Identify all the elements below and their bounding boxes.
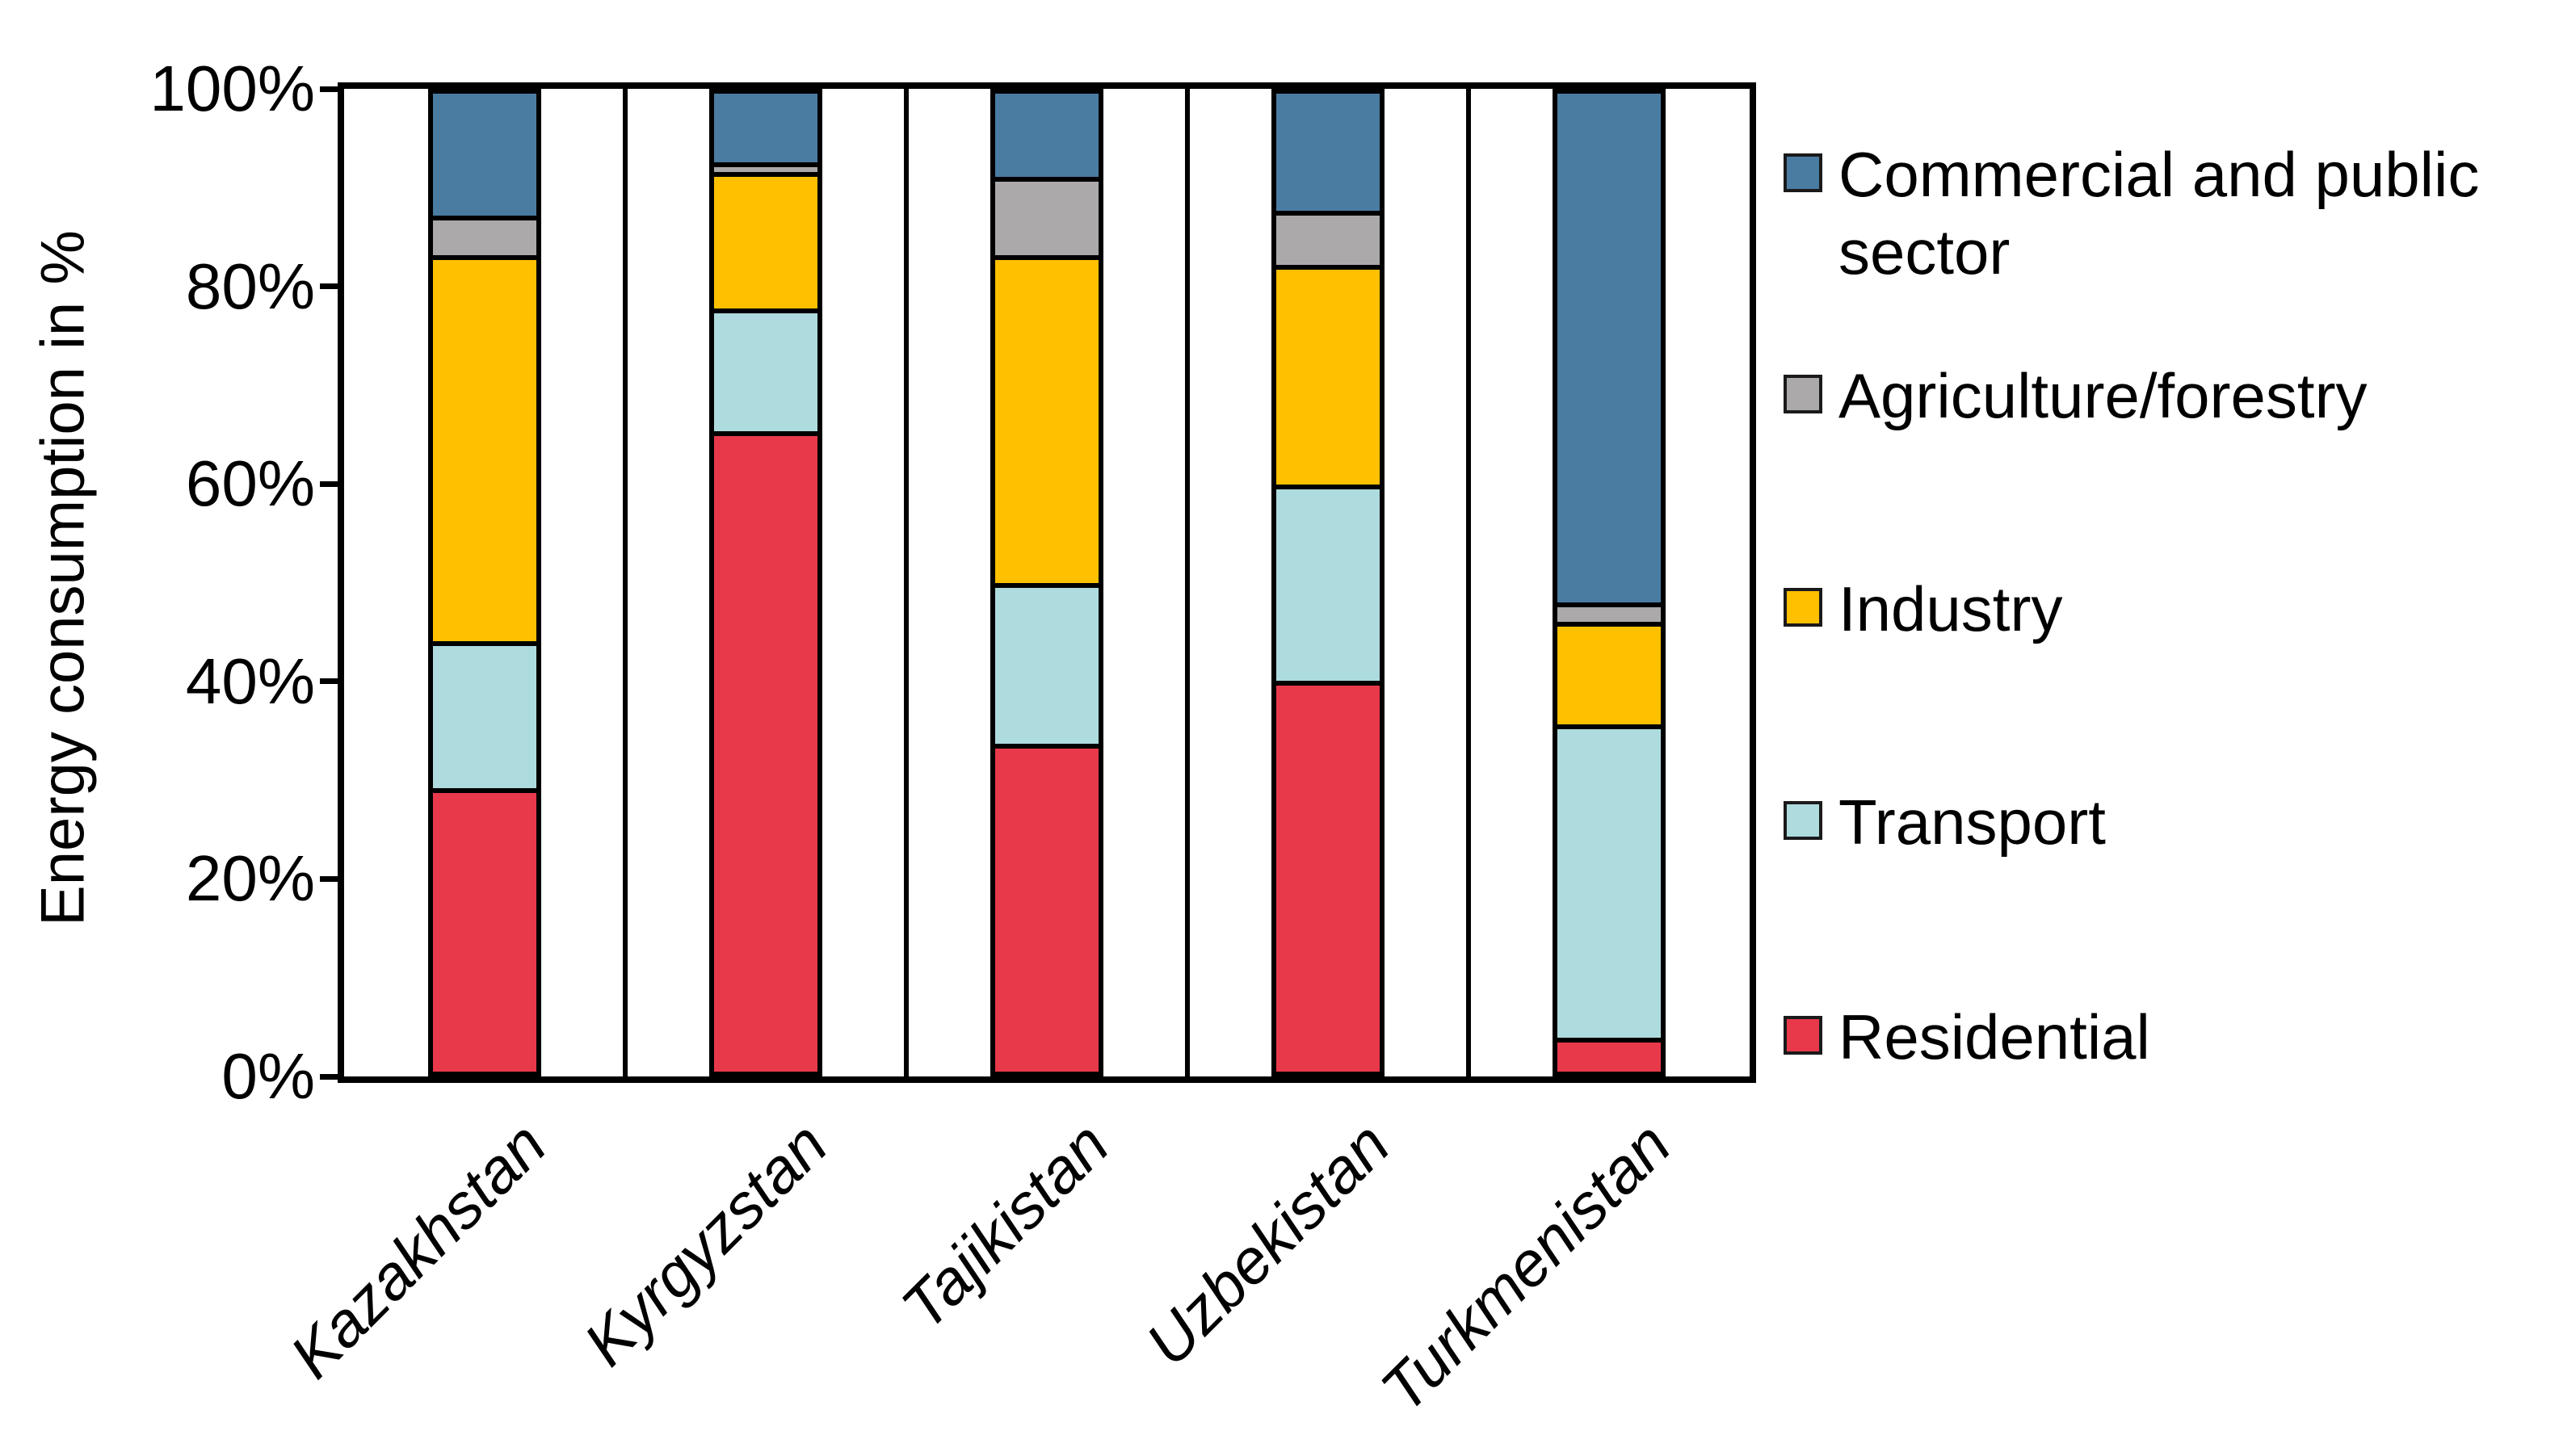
bar-segment-industry [433,259,536,647]
y-axis-title: Energy consumption in % [28,230,98,926]
bar-segment-agriculture-forestry [995,181,1099,260]
bar-segment-transport [1557,729,1661,1043]
bar-segment-residential [995,749,1099,1072]
bar-tajikistan [990,89,1103,1076]
legend-label: Commercial and public sector [1838,139,2480,287]
bar-segment-commercial [995,94,1099,182]
bar-segment-residential [714,435,817,1072]
plot-area [338,82,1756,1083]
legend-swatch-icon [1784,153,1822,192]
bar-segment-transport [714,313,817,436]
category-separator [1185,89,1190,1076]
bar-segment-residential [1557,1042,1661,1072]
legend-label: Residential [1838,1001,2150,1072]
bar-segment-commercial [714,94,817,167]
legend-label: Industry [1838,573,2063,644]
y-tick-label: 0% [221,1040,315,1112]
x-axis-label: Uzbekistan [1132,1108,1403,1379]
bar-segment-commercial [433,94,536,221]
bar-segment-commercial [1557,94,1661,607]
legend-label: Transport [1838,787,2106,858]
y-tick-label: 80% [185,250,315,322]
bar-segment-commercial [1276,94,1380,216]
bar-segment-agriculture-forestry [714,166,817,177]
bar-segment-industry [995,259,1099,588]
legend-item: Industry [1784,570,2062,648]
legend-swatch-icon [1784,375,1822,413]
y-tick-label: 40% [185,644,315,717]
legend-item: Residential [1784,998,2150,1076]
bar-segment-residential [433,792,536,1072]
y-tick-label: 60% [185,447,315,520]
category-separator [623,89,628,1076]
x-axis-label: Kyrgyzstan [569,1108,841,1379]
legend-item: Agriculture/forestry [1784,357,2368,434]
bar-segment-transport [1276,489,1380,686]
bar-segment-residential [1276,685,1380,1072]
y-tick-label: 20% [185,842,315,915]
bar-segment-agriculture-forestry [1557,606,1661,627]
category-separator [1466,89,1471,1076]
legend-item: Transport [1784,783,2106,861]
bar-segment-industry [1276,269,1380,490]
legend-item: Commercial and public sector [1784,136,2549,291]
bar-segment-industry [714,176,817,314]
legend-label: Agriculture/forestry [1838,360,2368,431]
x-axis-label: Tajikistan [887,1108,1122,1343]
x-axis-label: Turkmenistan [1367,1108,1684,1425]
bar-segment-agriculture-forestry [433,220,536,260]
bar-segment-industry [1557,626,1661,730]
bar-turkmenistan [1553,89,1666,1076]
bar-uzbekistan [1271,89,1385,1076]
bar-segment-transport [433,646,536,793]
legend-swatch-icon [1784,1016,1822,1055]
bar-segment-agriculture-forestry [1276,216,1380,270]
legend-swatch-icon [1784,588,1822,627]
y-tick-label: 100% [149,52,315,124]
bar-kazakhstan [428,89,541,1076]
x-axis-label: Kazakhstan [276,1108,560,1392]
legend-swatch-icon [1784,801,1822,840]
bar-kyrgyzstan [709,89,822,1076]
bar-segment-transport [995,587,1099,749]
category-separator [904,89,909,1076]
